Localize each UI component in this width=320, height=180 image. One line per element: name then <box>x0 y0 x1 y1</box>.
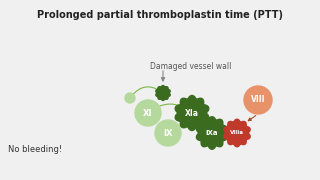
Text: IX: IX <box>163 129 173 138</box>
Circle shape <box>155 120 181 146</box>
Polygon shape <box>175 96 209 130</box>
Text: VIII: VIII <box>251 96 265 105</box>
Text: XIa: XIa <box>185 109 199 118</box>
Circle shape <box>135 100 161 126</box>
Text: Prolonged partial thromboplastin time (PTT): Prolonged partial thromboplastin time (P… <box>37 10 283 20</box>
Circle shape <box>244 86 272 114</box>
Polygon shape <box>224 119 250 147</box>
Polygon shape <box>156 86 170 100</box>
Text: IXa: IXa <box>206 130 218 136</box>
Circle shape <box>125 93 135 103</box>
Text: VIIIa: VIIIa <box>230 130 244 136</box>
Polygon shape <box>196 117 228 149</box>
Text: Damaged vessel wall: Damaged vessel wall <box>150 62 232 71</box>
Text: No bleeding!: No bleeding! <box>8 145 62 154</box>
Text: XI: XI <box>143 109 153 118</box>
